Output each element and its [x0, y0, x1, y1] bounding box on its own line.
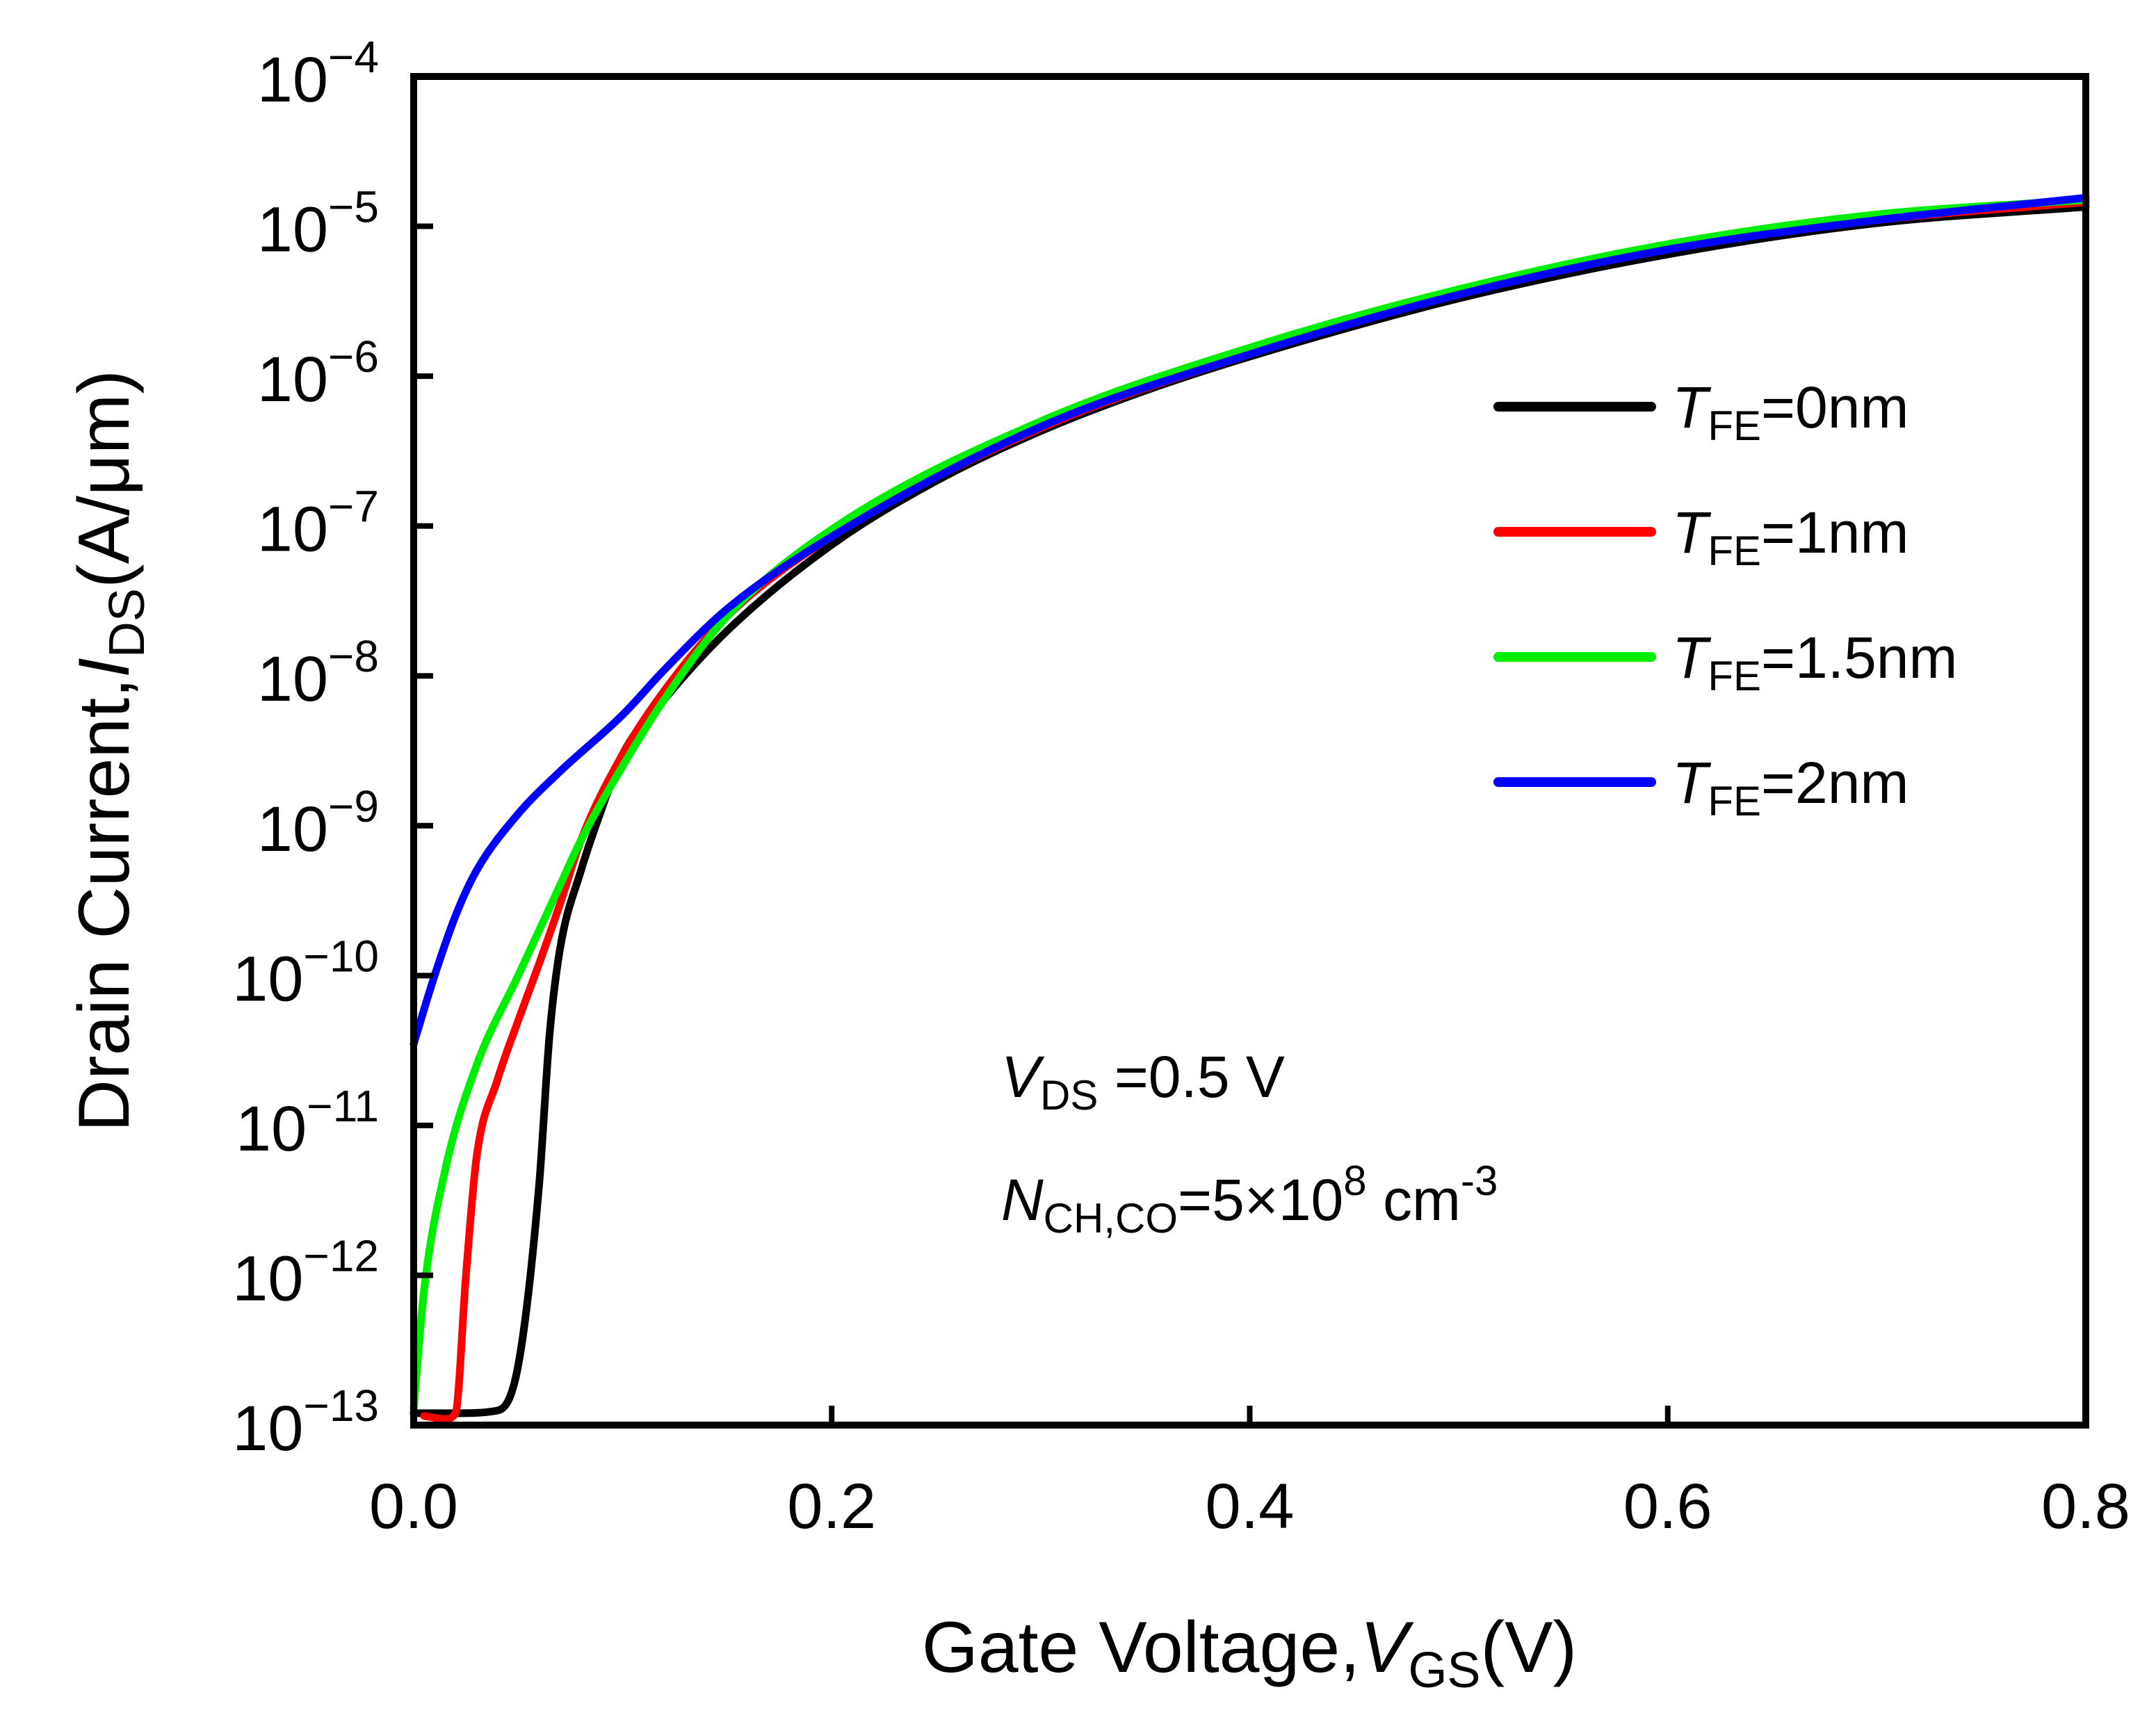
x-tick-label: 0.2	[787, 1471, 876, 1542]
x-tick-label: 0.6	[1623, 1471, 1712, 1542]
annotation-vds: VDS =0.5 V	[1001, 1044, 1285, 1119]
y-tick-label: 10−11	[236, 1081, 379, 1164]
y-axis-title: Drain Current,IDS(A/μm)	[64, 370, 155, 1132]
y-ticks-layer: 10−4 10−5 10−6 10−7 10−8 10−9 10−10 10−11 10−12 1…	[232, 32, 433, 1464]
legend-label: TFE=2nm	[1672, 750, 1908, 824]
x-axis-sub: GS	[1408, 1643, 1480, 1698]
legend: TFE=0nm TFE=1nm TFE=1.5nm TFE=2nm	[1493, 375, 1958, 824]
series-line-0	[410, 203, 2090, 1417]
series-line-3	[410, 194, 2090, 1048]
legend-label: TFE=1.5nm	[1672, 625, 1958, 699]
y-tick-label: 10−4	[257, 32, 379, 115]
y-tick-label: 10−9	[257, 781, 379, 865]
y-axis-var: I	[64, 658, 145, 678]
x-axis-title: Gate Voltage,VGS(V)	[922, 1607, 1577, 1698]
x-axis-var: V	[1360, 1607, 1414, 1688]
y-tick-label: 10−5	[257, 182, 379, 266]
y-tick-label: 10−7	[257, 482, 379, 565]
y-axis-sub: DS	[99, 588, 155, 658]
x-tick-label: 0.0	[369, 1471, 458, 1542]
annotation-nch: NCH,CO=5×108 cm-3	[1001, 1157, 1498, 1242]
y-tick-label: 10−13	[232, 1381, 379, 1464]
plot-frame	[410, 73, 2089, 1429]
legend-label: TFE=1nm	[1672, 500, 1908, 574]
x-ticks-layer: 0.0 0.2 0.4 0.6 0.8	[369, 1406, 2130, 1542]
x-tick-label: 0.4	[1206, 1471, 1295, 1542]
curves-layer	[410, 194, 2090, 1423]
y-tick-label: 10−10	[232, 931, 379, 1014]
y-axis-unit: (A/μm)	[64, 370, 145, 588]
y-tick-label: 10−8	[257, 631, 379, 715]
x-axis-unit: (V)	[1481, 1607, 1578, 1688]
legend-label: TFE=0nm	[1672, 375, 1908, 449]
y-tick-label: 10−12	[232, 1230, 379, 1314]
x-tick-label: 0.8	[2041, 1471, 2130, 1542]
y-tick-label: 10−6	[257, 332, 379, 415]
